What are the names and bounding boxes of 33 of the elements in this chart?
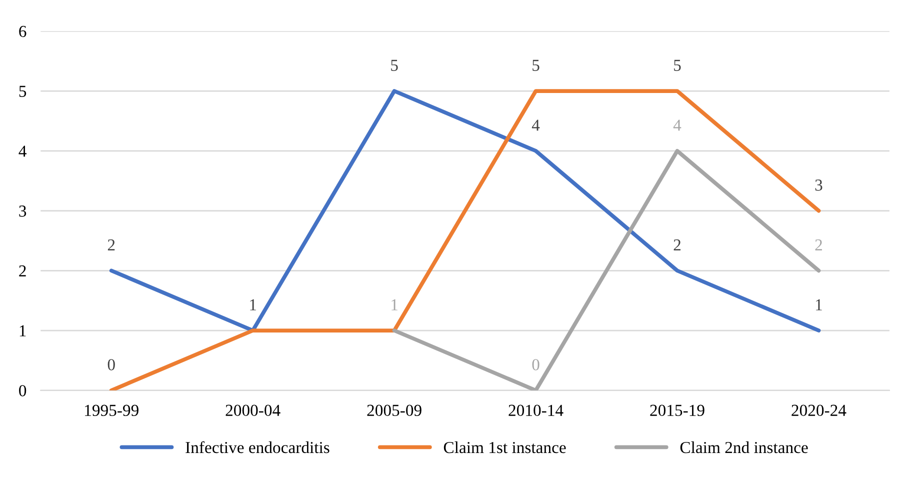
data-label: 2 [674,239,680,250]
y-tick-label: 0 [19,385,26,396]
legend-label: Infective endocarditis [186,441,330,454]
data-label: 4 [673,120,682,131]
line-series [109,89,821,332]
legend-label: Claim 2nd instance [680,441,808,454]
y-tick-label: 4 [18,146,26,157]
line-series [392,148,821,390]
line-series [109,89,821,390]
data-label: 3 [815,180,822,191]
data-label: 1 [816,299,822,310]
legend-label: Claim 1st instance [444,441,566,454]
data-label: 2 [108,239,115,250]
y-tick-label: 3 [19,206,26,217]
data-label: 0 [532,359,540,370]
data-label: 1 [250,299,256,310]
data-label: 0 [108,359,115,370]
y-tick-label: 2 [19,265,26,276]
x-tick-label: 1995-99 [85,404,138,416]
data-label: 4 [532,120,540,131]
y-tick-label: 5 [19,86,26,97]
y-tick-label: 1 [20,325,26,336]
data-label: 5 [532,60,540,71]
data-label: 1 [392,299,398,310]
data-label: 5 [391,60,398,71]
x-tick-label: 2010-14 [508,404,564,416]
x-tick-label: 2020-24 [792,404,846,416]
data-label: 5 [674,60,681,71]
x-tick-label: 2005-09 [367,404,422,416]
data-label: 2 [815,239,822,250]
x-tick-label: 2015-19 [650,404,704,416]
y-tick-label: 6 [19,26,26,38]
x-tick-label: 2000-04 [226,404,280,416]
